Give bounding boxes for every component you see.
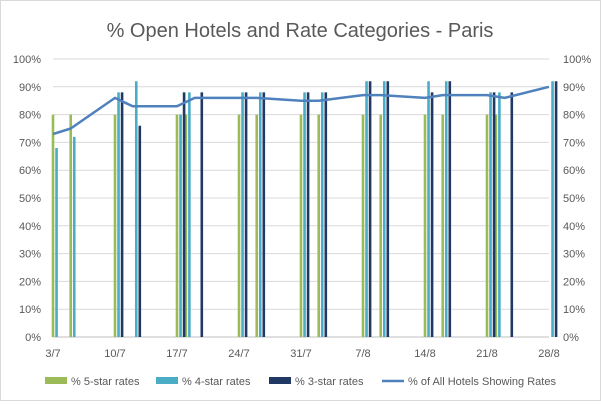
x-tick-label: 24/7 (228, 348, 249, 360)
y-tick-label-left: 100% (13, 54, 41, 66)
legend-label: % 3-star rates (295, 376, 364, 388)
bar-series (51, 81, 558, 338)
bar (188, 92, 191, 337)
bar (237, 114, 241, 337)
bar (182, 92, 186, 337)
y-tick-label-right: 30% (563, 249, 585, 261)
bar (262, 92, 266, 337)
bar (492, 92, 496, 337)
y-tick-label-right: 10% (563, 304, 585, 316)
bar (241, 92, 244, 337)
bar (120, 92, 124, 337)
bar (510, 92, 514, 337)
bar (324, 92, 328, 337)
bar (138, 125, 142, 337)
bar (258, 92, 262, 337)
bar (306, 92, 310, 337)
legend-label: % of All Hotels Showing Rates (408, 376, 556, 388)
bar (489, 92, 492, 337)
y-tick-label-left: 90% (19, 82, 41, 94)
bar (134, 81, 138, 338)
bar (423, 114, 427, 337)
y-tick-label-left: 80% (19, 110, 41, 122)
bar (320, 92, 324, 337)
bar (494, 114, 498, 337)
x-tick-label: 21/8 (476, 348, 497, 360)
legend-swatch (156, 377, 178, 384)
x-tick-label: 7/8 (355, 348, 370, 360)
y-tick-label-left: 10% (19, 304, 41, 316)
bar (427, 81, 430, 338)
bar (365, 81, 368, 338)
bar (72, 136, 76, 337)
bar (430, 92, 434, 337)
bar (448, 81, 452, 338)
y-tick-label-right: 60% (563, 165, 585, 177)
y-tick-label-left: 40% (19, 221, 41, 233)
bar (444, 81, 448, 338)
bar (175, 114, 179, 337)
bar (69, 114, 73, 337)
y-tick-label-left: 0% (25, 332, 41, 344)
x-axis-labels: 3/7 10/7 17/7 24/7 31/7 7/8 14/8 21/8 28/8 (45, 348, 559, 360)
bar (200, 92, 204, 337)
x-tick-label: 28/8 (538, 348, 559, 360)
bar (184, 114, 188, 337)
bar (386, 81, 390, 338)
bar (179, 114, 182, 337)
legend-label: % 5-star rates (71, 376, 140, 388)
bar (498, 92, 501, 337)
bar (551, 81, 554, 338)
y-tick-label-right: 80% (563, 110, 585, 122)
y-axis-right-labels: 0% 10% 20% 30% 40% 50% 60% 70% 80% 90% 100% (563, 54, 591, 344)
bar (368, 81, 372, 338)
bar (51, 114, 55, 337)
chart-title: % Open Hotels and Rate Categories - Pari… (107, 20, 494, 42)
y-tick-label-right: 90% (563, 82, 585, 94)
x-tick-label: 17/7 (166, 348, 187, 360)
bar (485, 114, 489, 337)
x-tick-label: 10/7 (104, 348, 125, 360)
line-series (52, 85, 550, 136)
legend-label: % 4-star rates (182, 376, 251, 388)
legend: % 5-star rates % 4-star rates % 3-star rat… (45, 376, 556, 388)
bar (382, 81, 386, 338)
bar (113, 114, 117, 337)
y-tick-label-left: 30% (19, 249, 41, 261)
bar (255, 114, 259, 337)
bar (299, 114, 303, 337)
y-tick-label-right: 40% (563, 221, 585, 233)
bar (317, 114, 321, 337)
x-tick-label: 3/7 (45, 348, 60, 360)
y-tick-label-left: 20% (19, 276, 41, 288)
y-tick-label-left: 50% (19, 193, 41, 205)
bar (303, 92, 306, 337)
y-tick-label-right: 0% (563, 332, 579, 344)
bar (441, 114, 445, 337)
bar (55, 147, 58, 337)
y-tick-label-right: 20% (563, 276, 585, 288)
bar (117, 92, 120, 337)
series-line (52, 85, 550, 136)
bar (244, 92, 248, 337)
y-tick-label-left: 70% (19, 137, 41, 149)
y-axis-left-labels: 0% 10% 20% 30% 40% 50% 60% 70% 80% 90% 100% (13, 54, 41, 344)
legend-swatch (45, 377, 67, 384)
y-tick-label-right: 50% (563, 193, 585, 205)
x-tick-label: 14/8 (414, 348, 435, 360)
legend-swatch (269, 377, 291, 384)
y-tick-label-right: 70% (563, 137, 585, 149)
y-tick-label-right: 100% (563, 54, 591, 66)
x-tick-label: 31/7 (290, 348, 311, 360)
bar (554, 81, 558, 338)
bar (361, 114, 365, 337)
y-tick-label-left: 60% (19, 165, 41, 177)
bar (379, 114, 383, 337)
